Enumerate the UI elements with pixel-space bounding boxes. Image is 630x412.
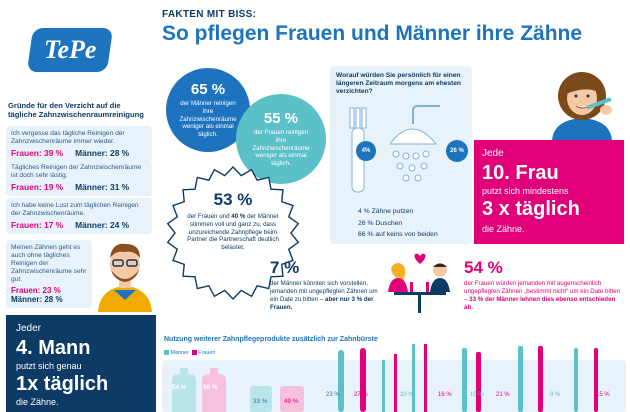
women-55-text: der Frauen reinigen ihre Zahnzwischenräu… bbox=[252, 129, 310, 168]
product-value-3: 33 % bbox=[253, 398, 268, 405]
woman-box-line3: putzt sich mindestens bbox=[482, 186, 569, 196]
morning-question: Worauf würden Sie persönlich für einen l… bbox=[336, 72, 461, 96]
reason-text: Ich habe keine Lust zum täglichen Reinig… bbox=[11, 202, 139, 217]
woman-box-line1: Jede bbox=[482, 148, 504, 159]
legend-women-swatch bbox=[191, 350, 197, 356]
stat-54-text: der Frauen würden jemanden mit augensche… bbox=[464, 280, 621, 304]
product-value-6: 27 % bbox=[354, 392, 368, 398]
page-title: So pflegen Frauen und Männer ihre Zähne bbox=[162, 22, 583, 45]
brush-percent-badge: 4% bbox=[356, 141, 376, 161]
product-value-4: 49 % bbox=[284, 398, 299, 405]
products-legend: Männer Frauen bbox=[164, 350, 215, 356]
men-percent: Männer: 24 % bbox=[75, 219, 130, 230]
men-65-value: 65 % bbox=[190, 81, 226, 99]
reasons-title: Gründe für den Verzicht auf die tägliche… bbox=[8, 101, 144, 120]
men-65-text: der Männer reinigen ihre Zahnzwischenräu… bbox=[179, 100, 237, 139]
logo-text: TePe bbox=[43, 35, 97, 64]
legend-women: Frauen bbox=[198, 350, 216, 356]
reason-item-4: Meinen Zähnen geht es auch ohne tägliche… bbox=[6, 240, 92, 308]
women-percent: Frauen: 17 % bbox=[11, 219, 64, 230]
stat-7-value: 7 % bbox=[270, 258, 300, 277]
products-title: Nutzung weiterer Zahnpflegeprodukte zusä… bbox=[164, 336, 378, 343]
stat-53-value: 53 % bbox=[213, 190, 253, 209]
men-percent: Männer: 28 % bbox=[11, 294, 63, 304]
morning-legend: 4 % Zähne putzen 26 % Duschen 66 % auf k… bbox=[358, 206, 438, 241]
man-stat-box: Jeder 4. Mann putzt sich genau 1x täglic… bbox=[6, 315, 156, 412]
man-box-line5: die Zähne. bbox=[16, 397, 59, 407]
woman-stat-box: Jede 10. Frau putzt sich mindestens 3 x … bbox=[474, 140, 624, 244]
women-percent: Frauen: 19 % bbox=[11, 181, 64, 192]
brush-shower-icons bbox=[349, 105, 440, 193]
product-icons bbox=[172, 344, 598, 412]
stat-53-block: 53 % der Frauen und 40 % der Männer stim… bbox=[182, 190, 284, 252]
product-value-9: 15 % bbox=[470, 392, 484, 398]
stat-54-value: 54 % bbox=[464, 258, 503, 277]
women-55-value: 55 % bbox=[263, 110, 299, 128]
shower-percent-badge: 26 % bbox=[446, 140, 468, 162]
legend-men: Männer bbox=[170, 350, 189, 356]
product-value-1: 54 % bbox=[172, 384, 187, 391]
product-value-8: 16 % bbox=[438, 392, 452, 398]
men-percent: Männer: 31 % bbox=[75, 181, 130, 192]
stat-53-starburst bbox=[166, 165, 300, 301]
stat-53-text-c: der Männer stimmen voll und ganz zu, das… bbox=[187, 213, 279, 251]
women-percent: Frauen: 23 % bbox=[11, 285, 61, 295]
man-box-line4: 1x täglich bbox=[16, 373, 109, 395]
reason-text: Ich vergesse das tägliche Reinigen der Z… bbox=[11, 130, 125, 145]
reason-text: Meinen Zähnen geht es auch ohne tägliche… bbox=[11, 244, 87, 283]
stat-7-text: der Männer könnten sich vorstellen, jema… bbox=[270, 280, 378, 304]
product-value-11: 9 % bbox=[550, 392, 561, 398]
women-55-circle: 55 % der Frauen reinigen ihre Zahnzwisch… bbox=[236, 94, 326, 184]
men-percent: Männer: 28 % bbox=[75, 147, 130, 158]
product-value-2: 56 % bbox=[203, 384, 218, 391]
stat-54-strong: 33 % der Männer lehnen dies ebenso entsc… bbox=[464, 296, 616, 312]
reason-item-1: Ich vergesse das tägliche Reinigen der Z… bbox=[6, 126, 152, 162]
woman-box-line2: 10. Frau bbox=[482, 162, 559, 184]
man-box-line1: Jeder bbox=[16, 323, 42, 334]
man-box-line2: 4. Mann bbox=[16, 337, 91, 359]
stat-53-text-a: der Frauen und bbox=[187, 213, 232, 220]
women-percent: Frauen: 39 % bbox=[11, 147, 64, 158]
reason-item-2: Tägliches Reinigen der Zahnzwischenräume… bbox=[6, 160, 152, 196]
tepe-logo: TePe bbox=[26, 28, 114, 72]
woman-box-line5: die Zähne. bbox=[482, 224, 525, 234]
product-value-10: 21 % bbox=[496, 392, 510, 398]
stat-7-text-block: der Männer könnten sich vorstellen, jema… bbox=[270, 280, 382, 312]
legend-none: 66 % auf keins von beiden bbox=[358, 231, 438, 239]
couple-illustration bbox=[388, 253, 450, 313]
man-illustration bbox=[98, 243, 152, 312]
product-value-5: 23 % bbox=[326, 392, 340, 398]
legend-men-swatch bbox=[164, 350, 169, 356]
header-kicker: FAKTEN MIT BISS: bbox=[162, 9, 257, 20]
woman-illustration bbox=[552, 72, 612, 140]
product-value-12: 15 % bbox=[596, 392, 610, 398]
reason-item-3: Ich habe keine Lust zum täglichen Reinig… bbox=[6, 198, 152, 234]
man-box-line3: putzt sich genau bbox=[16, 361, 82, 371]
legend-brush: 4 % Zähne putzen bbox=[358, 208, 414, 215]
product-value-7: 20 % bbox=[400, 392, 414, 398]
stat-53-text-b: 40 % bbox=[231, 213, 246, 220]
stat-54-text-block: der Frauen würden jemanden mit augensche… bbox=[464, 280, 624, 312]
reason-text: Tägliches Reinigen der Zahnzwischenräume… bbox=[11, 164, 142, 179]
stat-7-strong: aber nur 3 % der Frauen. bbox=[270, 296, 374, 312]
legend-shower: 26 % Duschen bbox=[358, 219, 403, 227]
woman-box-line4: 3 x täglich bbox=[482, 198, 580, 220]
